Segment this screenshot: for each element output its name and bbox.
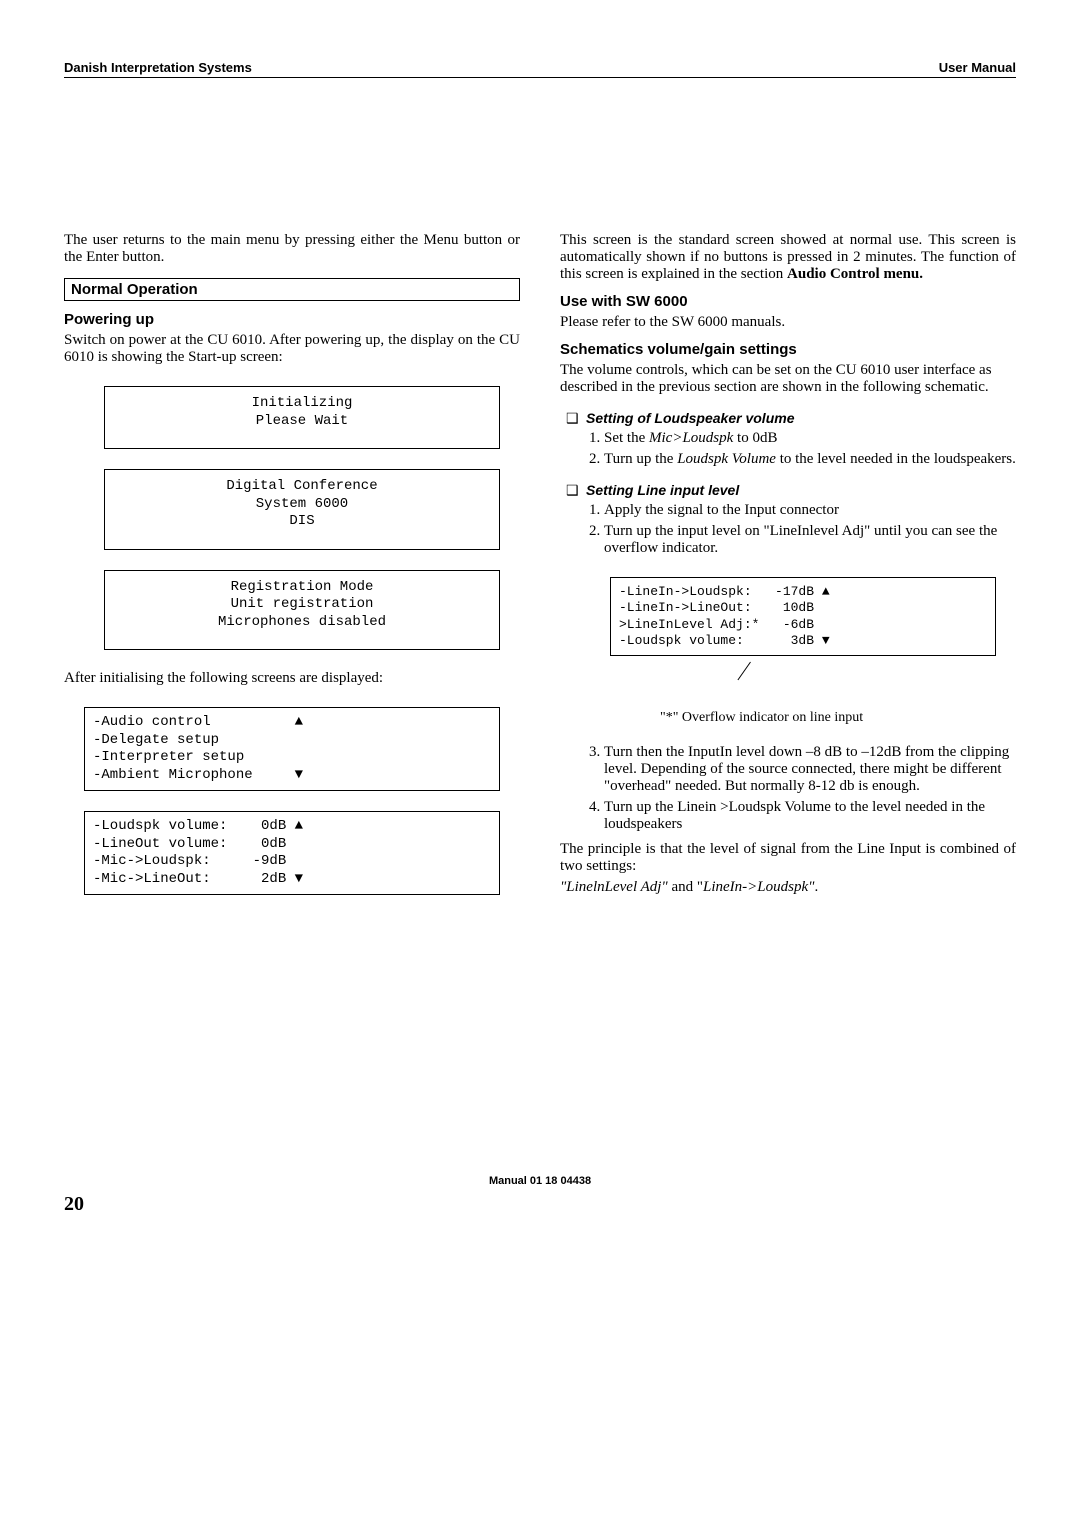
principle-line2: "LinelnLevel Adj" and "LineIn->Loudspk". [560,879,1016,896]
footer-manual: Manual 01 18 04438 [64,1175,1016,1187]
left-column: The user returns to the main menu by pre… [64,228,520,915]
checkbox-loudspeaker-volume: Setting of Loudspeaker volume [560,410,1016,426]
lcd-menu-audio: -Audio control ▲ -Delegate setup -Interp… [84,707,500,791]
intro-paragraph: The user returns to the main menu by pre… [64,232,520,266]
schematics-paragraph: The volume controls, which can be set on… [560,362,1016,396]
list-item: Turn then the InputIn level down –8 dB t… [604,744,1016,795]
annotation-pointer [620,676,1016,692]
header-right: User Manual [939,60,1016,75]
sw6000-paragraph: Please refer to the SW 6000 manuals. [560,314,1016,331]
lcd-initializing: Initializing Please Wait [104,386,500,449]
list-item: Turn up the input level on "LineInlevel … [604,523,1016,557]
principle-paragraph: The principle is that the level of signa… [560,841,1016,875]
content-columns: The user returns to the main menu by pre… [64,228,1016,915]
after-init-paragraph: After initialising the following screens… [64,670,520,687]
section-normal-operation: Normal Operation [64,278,520,301]
list-item: Turn up the Loudspk Volume to the level … [604,451,1016,468]
lcd-digital-conf: Digital Conference System 6000 DIS [104,469,500,550]
list-lineinput-a: Apply the signal to the Input connector … [560,502,1016,557]
heading-powering-up: Powering up [64,311,520,328]
heading-sw6000: Use with SW 6000 [560,293,1016,310]
std-bold: Audio Control menu. [787,266,923,282]
header-left: Danish Interpretation Systems [64,60,252,75]
list-item: Turn up the Linein >Loudspk Volume to th… [604,799,1016,833]
lcd-registration: Registration Mode Unit registration Micr… [104,570,500,651]
standard-screen-paragraph: This screen is the standard screen showe… [560,232,1016,283]
list-item: Set the Mic>Loudspk to 0dB [604,430,1016,447]
list-loudspeaker: Set the Mic>Loudspk to 0dB Turn up the L… [560,430,1016,468]
annotation-overflow: "*" Overflow indicator on line input [660,710,1016,726]
lcd-linein: -LineIn->Loudspk: -17dB ▲ -LineIn->LineO… [610,577,996,656]
checkbox-line-input: Setting Line input level [560,482,1016,498]
right-column: This screen is the standard screen showe… [560,228,1016,915]
powering-paragraph: Switch on power at the CU 6010. After po… [64,332,520,366]
list-lineinput-b: Turn then the InputIn level down –8 dB t… [560,744,1016,833]
page-number: 20 [64,1193,1016,1216]
lcd-menu-volumes: -Loudspk volume: 0dB ▲ -LineOut volume: … [84,811,500,895]
heading-schematics: Schematics volume/gain settings [560,341,1016,358]
page-header: Danish Interpretation Systems User Manua… [64,60,1016,78]
list-item: Apply the signal to the Input connector [604,502,1016,519]
